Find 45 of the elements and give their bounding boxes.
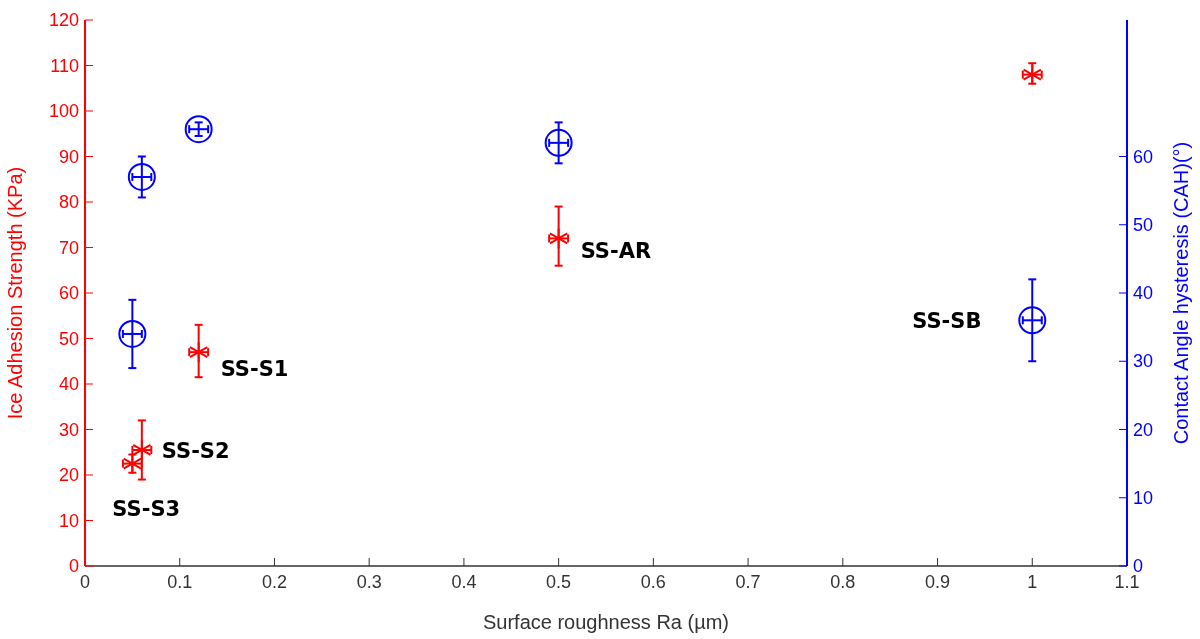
point [118, 319, 147, 348]
annotation: SS-S3 [112, 496, 181, 521]
y2-tick-label: 50 [1133, 214, 1154, 235]
y-tick-label: 110 [50, 55, 79, 76]
point [127, 162, 156, 191]
y-tick-label: 100 [48, 101, 79, 121]
y-tick-label: 70 [58, 237, 79, 258]
x-tick-label: 0.1 [167, 572, 193, 592]
x-tick-label: 0.8 [830, 572, 856, 592]
y-axis-title: Ice Adhesion Strength (KPa) [4, 166, 26, 420]
y-tick-label: 60 [58, 283, 79, 303]
x-tick-label: 0.7 [735, 572, 761, 592]
point [1018, 306, 1047, 335]
y-tick-label: 20 [58, 465, 79, 485]
x-tick-label: 0.5 [546, 572, 572, 592]
point [184, 115, 213, 144]
x-tick-label: 0.4 [451, 572, 477, 592]
y-tick-label: 0 [68, 556, 79, 576]
point [548, 227, 569, 250]
y2-tick-label: 60 [1133, 146, 1154, 167]
annotation: SS-AR [580, 239, 652, 264]
y2-tick-label: 20 [1133, 419, 1154, 440]
x-tick-label: 0.2 [261, 572, 287, 592]
x-tick-label: 0.9 [925, 572, 951, 592]
y-tick-label: 30 [58, 419, 79, 440]
point [1022, 63, 1042, 86]
y-tick-label: 50 [58, 328, 79, 349]
x-tick-label: 0.6 [640, 572, 666, 592]
point [189, 341, 209, 364]
y2-tick-label: 30 [1133, 351, 1154, 372]
y-tick-label: 120 [48, 10, 79, 30]
x-tick-label: 1 [1027, 572, 1038, 592]
annotation: SS-S1 [220, 357, 289, 382]
y2-tick-label: 40 [1133, 283, 1154, 303]
annotation: SS-SB [912, 309, 982, 334]
x-axis-title: Surface roughness Ra (µm) [482, 611, 730, 633]
y-tick-label: 10 [58, 510, 79, 531]
y-tick-label: 40 [58, 374, 79, 394]
y-tick-label: 80 [58, 192, 79, 212]
annotation: SS-S2 [161, 438, 230, 463]
y-tick-label: 90 [58, 146, 79, 167]
x-tick-label: 0.3 [356, 572, 382, 592]
point [544, 128, 573, 157]
y2-axis-title: Contact Angle hysteresis (CAH)(°) [1170, 141, 1192, 445]
y2-tick-label: 10 [1133, 487, 1154, 508]
